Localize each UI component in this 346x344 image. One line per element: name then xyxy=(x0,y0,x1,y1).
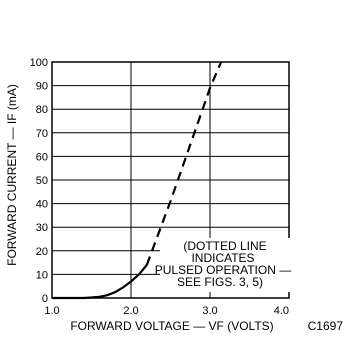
y-tick-label: 60 xyxy=(36,151,48,163)
x-tick-label: 1.0 xyxy=(44,305,59,317)
y-tick-label: 40 xyxy=(36,199,48,211)
y-axis-label: FORWARD CURRENT — IF (mA) xyxy=(5,84,19,266)
y-tick-label: 10 xyxy=(36,269,48,281)
y-tick-labels: 0 10 20 30 40 50 60 70 80 90 100 xyxy=(30,57,48,305)
y-tick-label: 80 xyxy=(36,104,48,116)
y-tick-label: 90 xyxy=(36,81,48,93)
annotation-line-4: SEE FIGS. 3, 5) xyxy=(177,275,263,289)
forward-curve-solid xyxy=(52,264,148,300)
x-tick-labels: 1.0 2.0 3.0 4.0 xyxy=(44,305,289,317)
y-tick-label: 20 xyxy=(36,246,48,258)
annotation-background xyxy=(160,238,295,292)
pulsed-curve-dashed xyxy=(145,61,223,266)
y-tick-label: 30 xyxy=(36,222,48,234)
y-tick-label: 50 xyxy=(36,175,48,187)
annotation-line-2: INDICATES xyxy=(191,251,254,265)
plot-frame xyxy=(51,61,290,299)
annotation: (DOTTED LINE INDICATES PULSED OPERATION … xyxy=(155,239,291,289)
x-axis-label: FORWARD VOLTAGE — VF (VOLTS) xyxy=(70,319,273,333)
y-tick-label: 100 xyxy=(30,57,48,69)
annotation-line-1: (DOTTED LINE xyxy=(183,239,266,253)
figure-code: C1697 xyxy=(308,319,344,333)
series-layer xyxy=(52,61,223,300)
y-tick-label: 70 xyxy=(36,128,48,140)
x-tick-label: 2.0 xyxy=(123,305,138,317)
annotation-line-3: PULSED OPERATION — xyxy=(155,263,291,277)
x-tick-label: 3.0 xyxy=(202,305,217,317)
x-tick-label: 4.0 xyxy=(274,305,289,317)
y-tick-label: 0 xyxy=(42,293,48,305)
